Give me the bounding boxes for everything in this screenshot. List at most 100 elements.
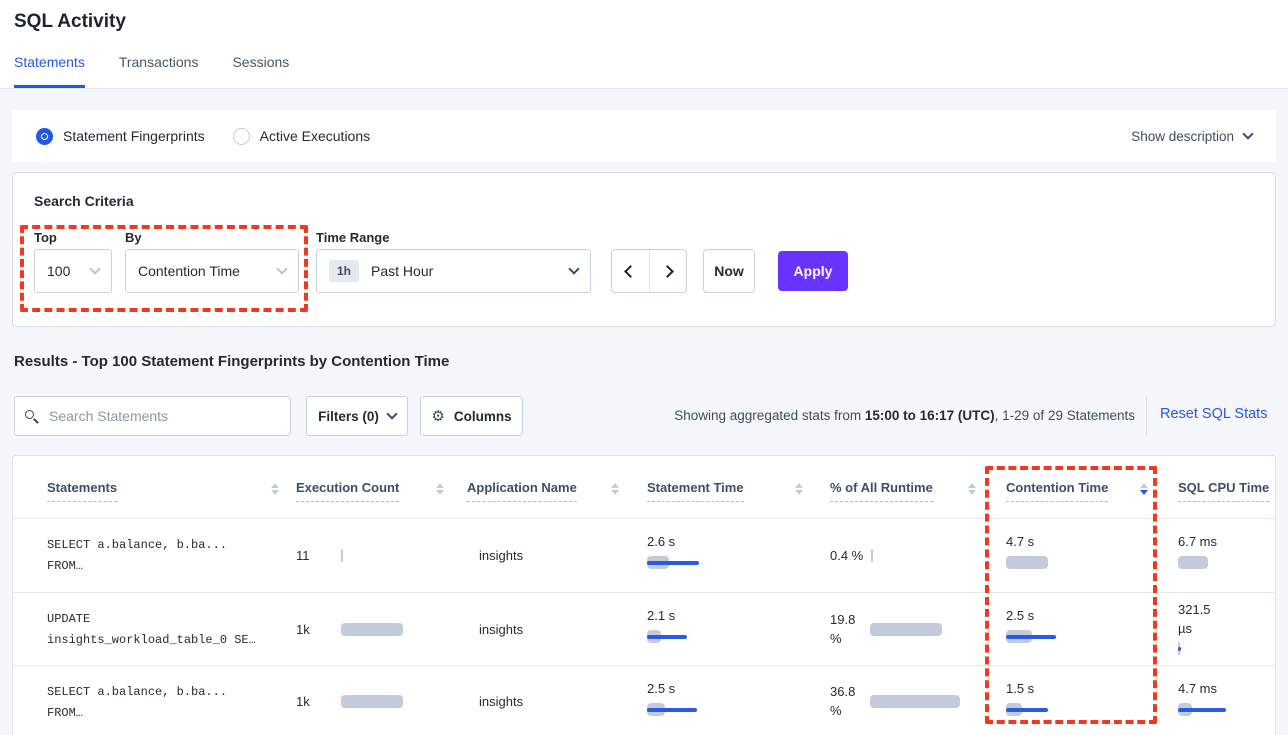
chevron-down-icon [276,263,288,275]
top-bar: SQL Activity Statements Transactions Ses… [0,0,1288,89]
execution-count-cell: 1k [296,666,437,735]
tab-transactions[interactable]: Transactions [118,54,199,70]
bar-blue [1006,708,1048,712]
sort-icon[interactable] [436,483,444,495]
now-button[interactable]: Now [703,249,755,293]
bar-chart [647,703,743,716]
radio-label: Statement Fingerprints [63,128,205,144]
radio-statement-fingerprints[interactable]: Statement Fingerprints [36,127,205,145]
bar-chart [1178,703,1274,716]
table-row[interactable]: SELECT a.balance, b.ba... FROM… 1k insig… [13,666,1275,735]
contention-time-cell: 2.5 s [1006,608,1102,643]
sort-icon[interactable] [968,483,976,495]
reset-sql-stats-link[interactable]: Reset SQL Stats [1160,406,1268,422]
showing-range: 15:00 to 16:17 (UTC) [864,408,995,423]
runtime-pct-cell: 19.8 % [830,593,966,665]
time-range-pager [611,249,687,293]
bar-blue [1178,647,1181,651]
time-range-select[interactable]: 1h Past Hour [316,249,591,293]
show-description-toggle[interactable]: Show description [1131,128,1254,144]
column-header-execution-count[interactable]: Execution Count [296,480,444,502]
view-toggle-card: Statement Fingerprints Active Executions… [12,110,1276,162]
application-name-cell: insights [479,693,524,709]
next-time-range-button[interactable] [648,250,687,292]
tab-bar: Statements Transactions Sessions [14,54,289,88]
search-statements-box [14,396,291,436]
bar-chart [341,694,437,708]
by-label: By [125,230,142,245]
prev-time-range-button[interactable] [612,250,649,292]
bar-gray [870,694,960,708]
table-header-row: Statements Execution Count Application N… [13,456,1275,519]
sort-icon[interactable] [795,483,803,495]
bar-chart [1178,556,1274,569]
contention-time-cell: 4.7 s [1006,534,1102,569]
chevron-down-icon [1242,128,1254,140]
bar-chart [870,622,966,636]
bar-chart [1006,630,1102,643]
column-header-contention-time[interactable]: Contention Time [1006,480,1148,502]
chevron-left-icon [623,264,637,278]
statement-time-cell: 2.6 s [647,534,743,569]
time-range-badge: 1h [329,260,360,282]
application-name-cell: insights [479,621,524,637]
sort-icon-contention-time[interactable] [1140,483,1148,495]
bar-chart [870,694,966,708]
statement-fingerprint-link[interactable]: SELECT a.balance, b.ba... FROM… [47,538,228,573]
radio-active-executions[interactable]: Active Executions [232,127,371,145]
bar-gray [341,549,343,562]
bar-chart [1006,556,1102,569]
top-select[interactable]: 100 [34,249,112,293]
apply-button[interactable]: Apply [778,251,848,291]
application-name-cell: insights [479,548,524,563]
sort-icon[interactable] [611,483,619,495]
table-row[interactable]: UPDATE insights_workload_table_0 SE… 1k … [13,593,1275,666]
runtime-pct-cell: 0.4 % [830,519,967,592]
filters-button[interactable]: Filters (0) [306,396,408,436]
radio-label: Active Executions [259,128,371,144]
table-row[interactable]: SELECT a.balance, b.ba... FROM… 11 insig… [13,519,1275,593]
chevron-down-icon [89,263,101,275]
sort-icon[interactable] [271,483,279,495]
bar-gray [1178,556,1208,569]
by-select[interactable]: Contention Time [125,249,299,293]
bar-blue [647,635,687,639]
bar-blue [647,561,699,565]
column-header-statements[interactable]: Statements [47,480,279,502]
bar-chart [341,622,437,636]
toolbar-divider [1146,397,1147,435]
statements-table: Statements Execution Count Application N… [12,455,1276,735]
bar-gray [341,622,403,636]
sql-cpu-time-cell: 321.5 µs [1178,600,1274,655]
bar-chart [647,630,743,643]
show-description-label: Show description [1131,128,1234,144]
bar-chart [871,549,967,562]
statement-fingerprint-link[interactable]: SELECT a.balance, b.ba... FROM… [47,685,228,720]
bar-blue [1178,708,1226,712]
results-heading: Results - Top 100 Statement Fingerprints… [14,353,450,370]
column-header-application-name[interactable]: Application Name [467,480,619,502]
search-criteria-heading: Search Criteria [34,193,134,209]
radio-selected-icon[interactable] [36,127,53,145]
tab-sessions[interactable]: Sessions [232,54,290,70]
filters-label: Filters (0) [318,408,379,424]
tab-statements[interactable]: Statements [14,54,85,88]
sql-cpu-time-cell: 4.7 ms [1178,681,1274,716]
time-range-value: Past Hour [371,263,434,279]
by-select-value: Contention Time [138,263,240,279]
search-input[interactable] [49,408,280,424]
statement-time-cell: 2.5 s [647,681,743,716]
statement-fingerprint-link[interactable]: UPDATE insights_workload_table_0 SE… [47,612,256,647]
top-select-value: 100 [47,263,71,279]
column-header-runtime-pct[interactable]: % of All Runtime [830,480,976,502]
search-criteria-card: Search Criteria Top 100 By Contention Ti… [12,172,1276,327]
sql-cpu-time-cell: 6.7 ms [1178,534,1274,569]
gear-icon: ⚙ [431,406,445,425]
chevron-right-icon [661,264,675,278]
radio-unselected-icon[interactable] [232,127,250,145]
column-header-statement-time[interactable]: Statement Time [647,480,803,502]
bar-chart [1178,642,1274,655]
columns-button[interactable]: ⚙ Columns [420,396,523,436]
column-header-sql-cpu-time[interactable]: SQL CPU Time [1178,480,1278,502]
showing-stats-text: Showing aggregated stats from 15:00 to 1… [674,408,1135,423]
